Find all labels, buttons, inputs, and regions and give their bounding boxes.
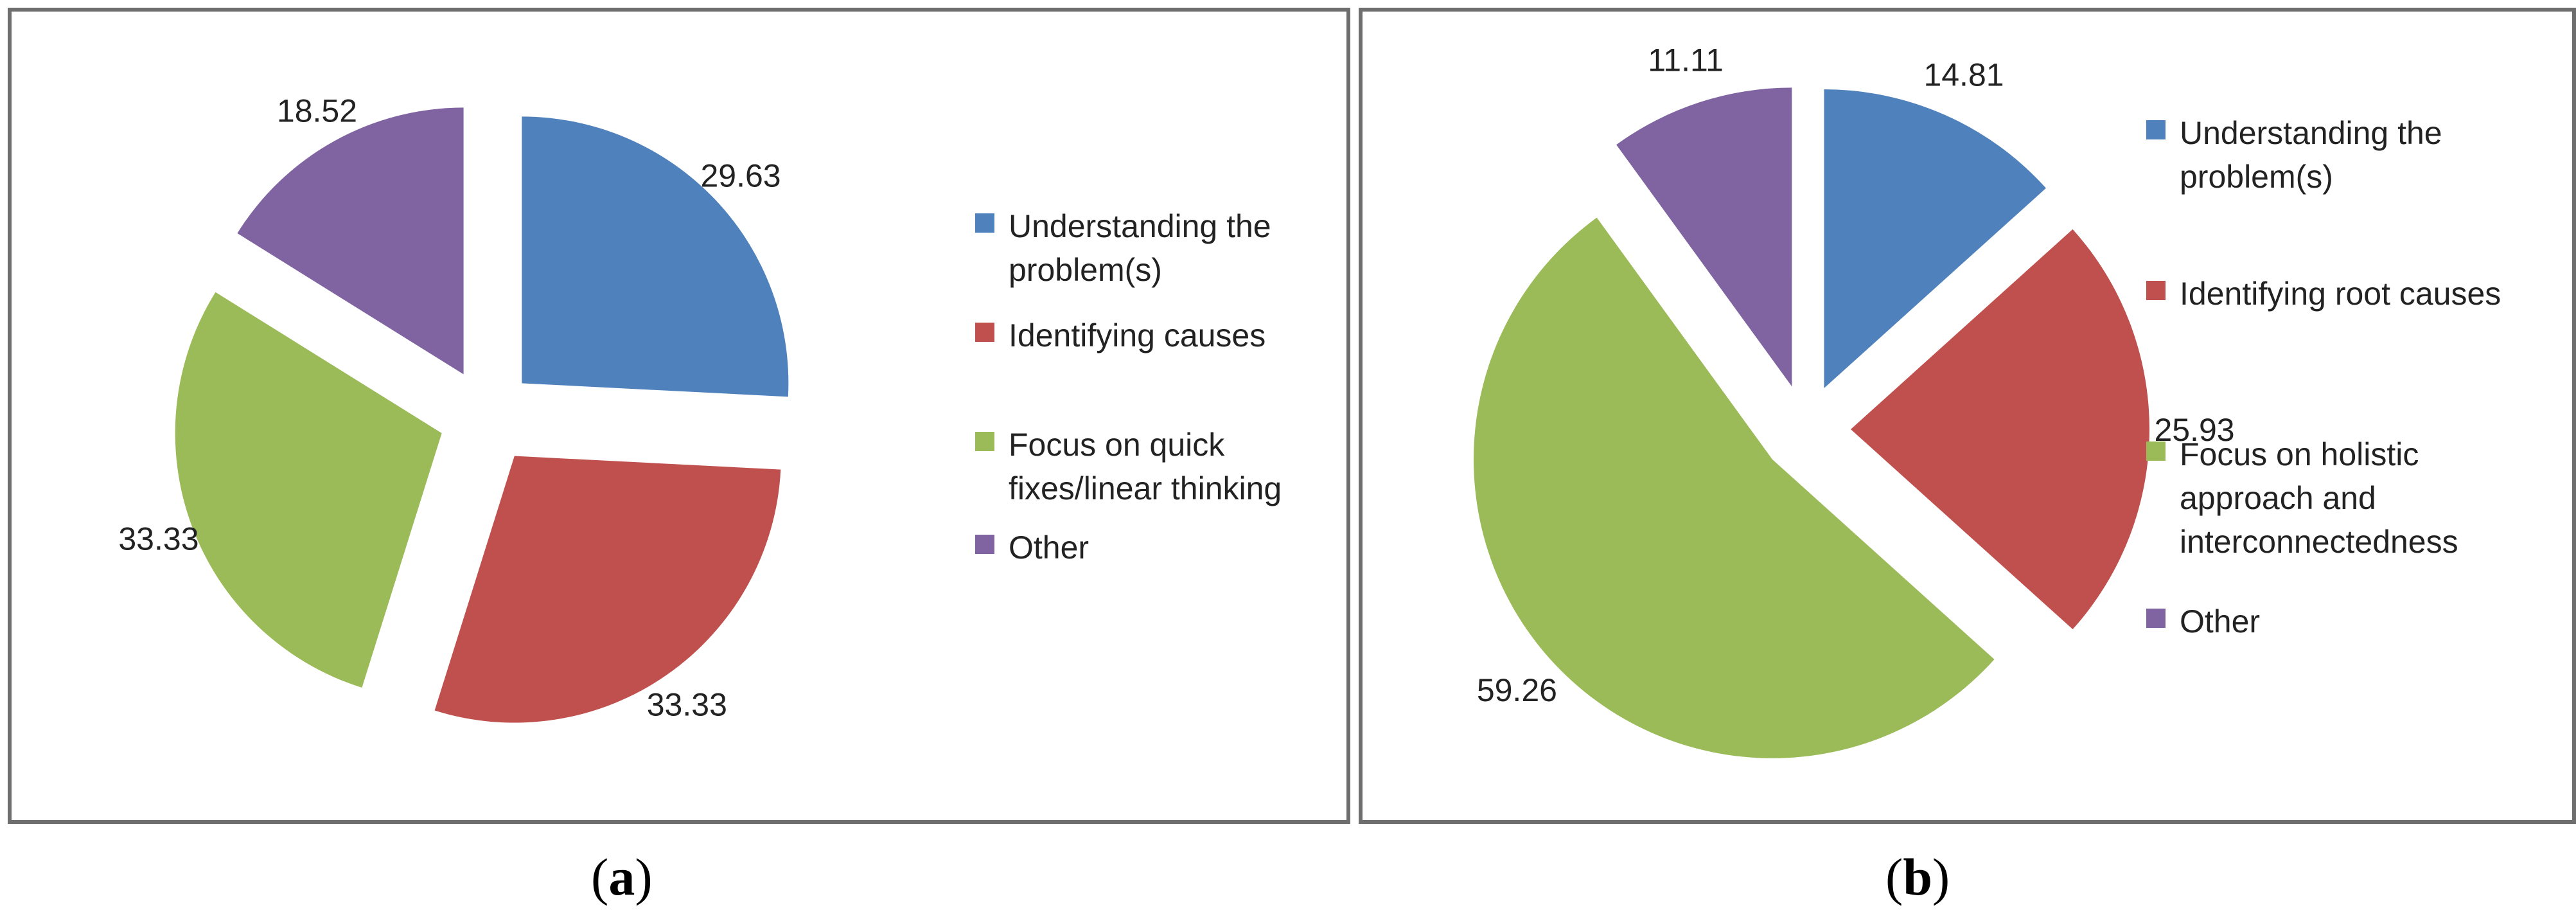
slice-value-label: 59.26 xyxy=(1477,672,1557,708)
legend-label-line: interconnectedness xyxy=(2180,524,2458,560)
pie-slice xyxy=(175,292,442,688)
legend-label: Focus on quick fixes/linear thinking xyxy=(1009,423,1282,510)
slice-value-label: 29.63 xyxy=(700,158,781,194)
slice-value-label: 33.33 xyxy=(118,521,198,557)
legend-label: Understanding the problem(s) xyxy=(1009,204,1271,292)
slice-value-label: 14.81 xyxy=(1923,57,2004,93)
pie-slice xyxy=(1616,87,1792,387)
legend-item: Focus on quick fixes/linear thinking xyxy=(975,423,1361,510)
legend-label-line: Identifying causes xyxy=(1009,317,1266,353)
legend-swatch xyxy=(975,432,994,451)
pie-chart-panel-b: 14.81 25.93 59.26 11.11 Understanding the pr… xyxy=(1359,8,2576,824)
slice-value-label: 33.33 xyxy=(647,686,727,722)
legend-label-line: Focus on holistic xyxy=(2180,436,2419,472)
legend-label: Identifying causes xyxy=(1009,314,1266,357)
pie-chart-b: 14.81 25.93 59.26 11.11 xyxy=(1473,42,2235,758)
pie-slice xyxy=(1824,89,2046,389)
legend-label-line: problem(s) xyxy=(2180,159,2333,195)
slice-value-label: 11.11 xyxy=(1648,42,1724,78)
legend-label-line: Other xyxy=(1009,530,1090,566)
pie-slice xyxy=(1851,229,2149,630)
legend-swatch xyxy=(975,535,994,554)
legend-label-line: fixes/linear thinking xyxy=(1009,470,1282,506)
legend-swatch xyxy=(975,323,994,342)
legend-swatch xyxy=(2146,442,2166,461)
slice-value-label: 25.93 xyxy=(2154,412,2234,448)
legend-label-line: Understanding the xyxy=(1009,208,1271,244)
legend-label: Understanding the problem(s) xyxy=(2180,111,2442,199)
slice-value-label: 18.52 xyxy=(277,93,357,129)
pie-slice xyxy=(1473,217,1995,758)
legend-swatch xyxy=(2146,120,2166,139)
pie-slice xyxy=(522,116,789,397)
legend-label-line: Identifying root causes xyxy=(2180,276,2501,312)
pie-slice xyxy=(434,456,781,723)
legend-label-line: Focus on quick xyxy=(1009,427,1225,463)
legend-item: Understanding the problem(s) xyxy=(975,204,1361,292)
legend-label-line: Understanding the xyxy=(2180,115,2442,151)
legend-swatch xyxy=(2146,609,2166,628)
legend-label: Other xyxy=(2180,600,2260,643)
legend-item: Focus on holistic approach and interconnec… xyxy=(2146,433,2532,564)
legend-label-line: Other xyxy=(2180,603,2261,639)
legend-label: Identifying root causes xyxy=(2180,272,2501,316)
panel-caption-a: (a) xyxy=(591,848,653,906)
legend-swatch xyxy=(975,213,994,233)
panel-caption-letter-b: b xyxy=(1903,848,1932,906)
legend-item: Other xyxy=(975,526,1361,569)
legend-label: Other xyxy=(1009,526,1089,569)
panel-caption-letter-a: a xyxy=(608,848,635,906)
pie-slice xyxy=(237,107,464,375)
legend-item: Identifying root causes xyxy=(2146,272,2532,316)
legend-label-line: approach and xyxy=(2180,480,2376,516)
panel-caption-b: (b) xyxy=(1885,848,1950,906)
legend-label: Focus on holistic approach and interconnec… xyxy=(2180,433,2458,564)
legend-swatch xyxy=(2146,281,2166,300)
legend-item: Identifying causes xyxy=(975,314,1361,357)
pie-chart-panel-a: 29.63 33.33 33.33 18.52 Understanding the pr… xyxy=(8,8,1350,824)
legend-item: Understanding the problem(s) xyxy=(2146,111,2532,199)
pie-chart-a: 29.63 33.33 33.33 18.52 xyxy=(118,93,789,723)
legend-label-line: problem(s) xyxy=(1009,252,1162,288)
legend-item: Other xyxy=(2146,600,2532,643)
